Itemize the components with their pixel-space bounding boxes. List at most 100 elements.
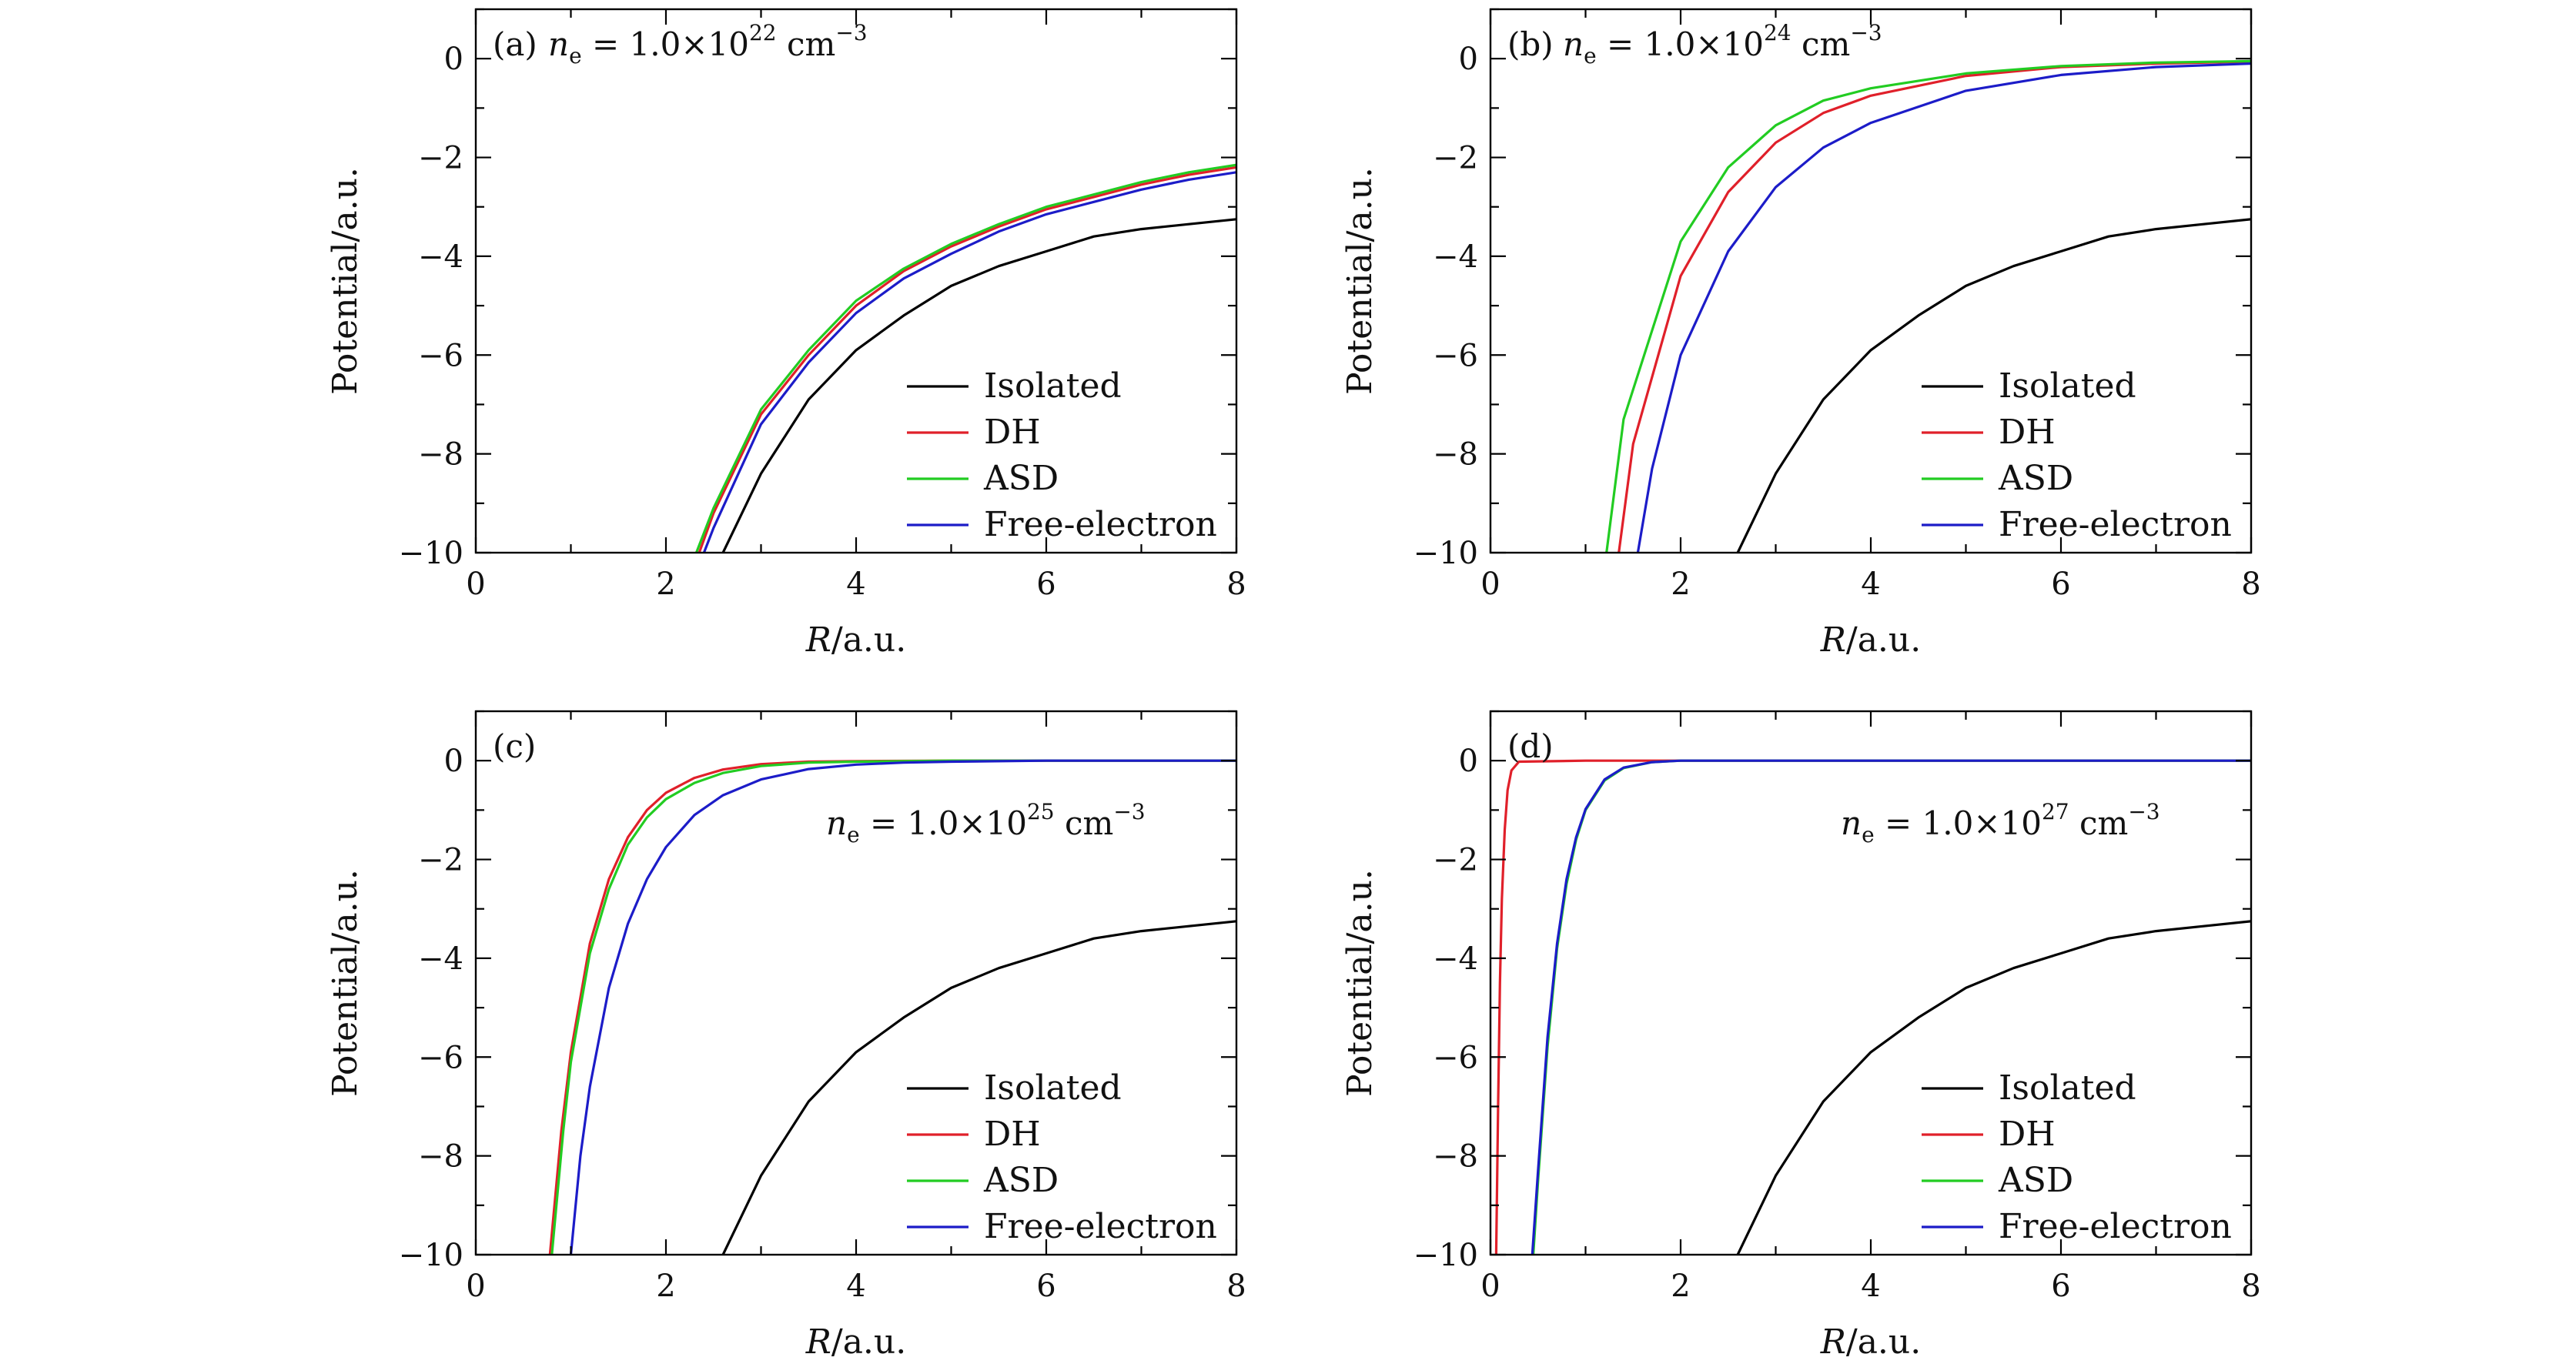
series-line-dh [1494, 759, 2251, 1255]
y-tick-label: −6 [418, 1040, 463, 1075]
y-tick-label: −6 [1433, 1040, 1478, 1075]
y-tick-label: −4 [1433, 941, 1478, 977]
density-formula: ne = 1.0×1022 cm−3 [548, 20, 868, 69]
y-tick-label: 0 [1459, 744, 1478, 779]
y-tick-label: −8 [1433, 437, 1478, 473]
plot-frame [474, 710, 1238, 1256]
legend-label: Isolated [1999, 366, 2136, 406]
x-tick-label: 6 [2051, 567, 2070, 602]
series-group [1605, 59, 2251, 553]
panel-label: (a) [493, 25, 537, 63]
legend-label: Free-electron [984, 505, 1217, 544]
chart-panel-2: 0 2 4 6 8 0 −2 −4 −6 −8 −10 R/a.u. Potential/a.u. (b)… [1340, 8, 2261, 660]
y-tick-label: −6 [1433, 338, 1478, 373]
x-tick-label: 0 [1480, 1269, 1500, 1304]
y-tick-label: −10 [1413, 536, 1478, 571]
y-tick-label: −4 [418, 239, 463, 275]
y-tick-label: −8 [418, 437, 463, 473]
x-tick-label: 0 [466, 567, 485, 602]
x-tick-label: 6 [1036, 567, 1055, 602]
series-group [548, 759, 1236, 1255]
y-tick-label: −4 [418, 941, 463, 977]
x-tick-label: 8 [2241, 567, 2260, 602]
y-tick-label: −2 [418, 843, 463, 878]
plot-frame [474, 8, 1238, 554]
legend-label: ASD [1998, 1161, 2073, 1200]
y-tick-label: 0 [444, 42, 463, 77]
y-tick-label: −2 [418, 141, 463, 176]
panel-label: (b) [1507, 25, 1554, 63]
chart-panel-1: 0 2 4 6 8 0 −2 −4 −6 −8 −10 R/a.u. Potential/a.u. (a)… [326, 8, 1246, 660]
series-line-asd [694, 163, 1236, 553]
legend: Isolated DH ASD Free-electron [1922, 1068, 2232, 1246]
legend-label: Free-electron [984, 1207, 1217, 1246]
x-tick-label: 0 [466, 1269, 485, 1304]
y-tick-label: −4 [1433, 239, 1478, 275]
y-tick-label: 0 [444, 744, 463, 779]
legend-label: ASD [1998, 459, 2073, 498]
series-line-free-electron [1636, 62, 2251, 553]
x-axis-title: R/a.u. [805, 1322, 907, 1362]
series-line-isolated [721, 920, 1236, 1255]
x-tick-label: 4 [846, 1269, 865, 1304]
x-tick-label: 4 [1861, 1269, 1880, 1304]
series-line-dh [698, 165, 1236, 553]
legend-label: Isolated [984, 366, 1122, 406]
legend-label: DH [1999, 1115, 2056, 1154]
x-tick-label: 2 [656, 1269, 675, 1304]
y-tick-label: −8 [418, 1139, 463, 1175]
y-axis-title: Potential/a.u. [326, 167, 365, 395]
x-tick-label: 6 [1036, 1269, 1055, 1304]
legend: Isolated DH ASD Free-electron [907, 1068, 1217, 1246]
plot-frame [1489, 710, 2253, 1256]
x-tick-label: 0 [1480, 567, 1500, 602]
series-group [694, 163, 1236, 553]
legend: Isolated DH ASD Free-electron [907, 366, 1217, 544]
y-axis-title: Potential/a.u. [1340, 167, 1380, 395]
series-line-asd [1605, 59, 2251, 553]
x-axis-title: R/a.u. [805, 620, 907, 660]
y-tick-label: −10 [399, 536, 463, 571]
series-line-free-electron [702, 171, 1236, 553]
series-line-free-electron [569, 759, 1236, 1255]
y-tick-label: −2 [1433, 843, 1478, 878]
y-tick-label: −8 [1433, 1139, 1478, 1175]
legend-label: Free-electron [1999, 505, 2232, 544]
legend-label: DH [984, 413, 1041, 452]
x-axis-title: R/a.u. [1820, 620, 1922, 660]
density-formula: ne = 1.0×1027 cm−3 [1841, 799, 2160, 847]
density-formula: ne = 1.0×1024 cm−3 [1563, 20, 1882, 69]
density-formula: ne = 1.0×1025 cm−3 [826, 799, 1146, 847]
legend-label: Free-electron [1999, 1207, 2232, 1246]
legend-label: ASD [983, 1161, 1059, 1200]
legend-label: DH [984, 1115, 1041, 1154]
legend-label: DH [1999, 413, 2056, 452]
x-axis-title: R/a.u. [1820, 1322, 1922, 1362]
y-tick-label: −10 [399, 1238, 463, 1273]
x-tick-label: 8 [1226, 1269, 1246, 1304]
x-tick-label: 8 [1226, 567, 1246, 602]
series-line-isolated [721, 218, 1236, 553]
legend-label: ASD [983, 459, 1059, 498]
panel-label: (d) [1507, 727, 1554, 765]
series-group [1494, 759, 2251, 1255]
legend-label: Isolated [1999, 1068, 2136, 1108]
y-tick-label: 0 [1459, 42, 1478, 77]
series-line-isolated [1736, 920, 2251, 1255]
x-tick-label: 8 [2241, 1269, 2260, 1304]
x-tick-label: 4 [1861, 567, 1880, 602]
x-tick-label: 2 [1671, 567, 1690, 602]
x-tick-label: 6 [2051, 1269, 2070, 1304]
chart-panel-3: 0 2 4 6 8 0 −2 −4 −6 −8 −10 R/a.u. Potential/a.u. (c)… [326, 710, 1246, 1362]
x-tick-label: 2 [656, 567, 675, 602]
x-tick-label: 2 [1671, 1269, 1690, 1304]
legend: Isolated DH ASD Free-electron [1922, 366, 2232, 544]
y-tick-label: −6 [418, 338, 463, 373]
series-line-isolated [1736, 218, 2251, 553]
legend-label: Isolated [984, 1068, 1122, 1108]
panel-label: (c) [493, 727, 536, 765]
series-line-free-electron [1531, 759, 2251, 1255]
series-line-asd [550, 759, 1236, 1255]
y-tick-label: −2 [1433, 141, 1478, 176]
